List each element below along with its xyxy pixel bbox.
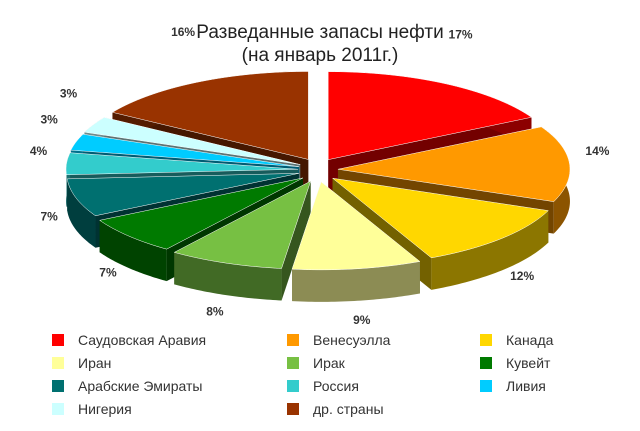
data-label: 9% — [353, 313, 371, 327]
legend-item: Венесуэлла — [287, 332, 390, 348]
legend-swatch — [52, 403, 64, 415]
data-label: 12% — [510, 269, 534, 283]
slice-top — [291, 181, 421, 271]
legend-item: Иран — [52, 355, 111, 371]
legend-label: Венесуэлла — [313, 332, 391, 348]
legend-label: Ливия — [506, 378, 546, 394]
legend-label: Иран — [78, 355, 112, 371]
slice-outer-wall — [431, 210, 549, 290]
legend-item: Кувейт — [480, 355, 550, 371]
legend-label: Кувейт — [506, 355, 551, 371]
pie-slice — [173, 180, 312, 301]
legend-label: Россия — [313, 378, 359, 394]
slice-top — [111, 71, 309, 160]
legend-label: Канада — [506, 332, 554, 348]
pie-slices — [65, 71, 571, 302]
legend-swatch — [287, 380, 299, 392]
slice-top — [173, 180, 312, 269]
legend-label: Саудовская Аравия — [78, 332, 207, 348]
legend-item: Нигерия — [52, 401, 132, 417]
legend-swatch — [52, 380, 64, 392]
legend-label: Нигерия — [78, 401, 132, 417]
legend-swatch — [287, 334, 299, 346]
data-label: 7% — [99, 266, 117, 280]
legend-item: Саудовская Аравия — [52, 332, 206, 348]
legend-label: Арабские Эмираты — [78, 378, 203, 394]
data-label: 8% — [206, 305, 224, 319]
legend-item: др. страны — [287, 401, 384, 417]
legend-swatch — [287, 403, 299, 415]
legend-item: Арабские Эмираты — [52, 378, 202, 394]
legend-swatch — [480, 334, 492, 346]
data-label: 4% — [30, 144, 48, 158]
slice-top — [327, 71, 533, 160]
data-label: 14% — [585, 144, 609, 158]
legend-label: др. страны — [313, 401, 384, 417]
slice-top — [99, 177, 304, 250]
legend-swatch — [480, 357, 492, 369]
slice-outer-wall — [67, 178, 96, 248]
legend-item: Канада — [480, 332, 553, 348]
slice-top — [70, 133, 299, 167]
slice-outer-wall — [174, 252, 282, 301]
legend-swatch — [52, 334, 64, 346]
legend-swatch — [52, 357, 64, 369]
legend-item: Россия — [287, 378, 359, 394]
slice-top — [331, 177, 549, 259]
data-label: 3% — [40, 112, 58, 126]
legend-label: Ирак — [313, 355, 345, 371]
legend-item: Ирак — [287, 355, 345, 371]
pie-slice — [291, 181, 421, 302]
data-label: 17% — [449, 27, 473, 41]
slice-outer-wall — [292, 261, 420, 302]
legend-swatch — [480, 380, 492, 392]
slice-top — [65, 152, 299, 176]
slice-outer-wall — [99, 220, 167, 282]
legend-swatch — [287, 357, 299, 369]
slice-top — [337, 126, 571, 202]
data-label: 7% — [40, 210, 58, 224]
legend-item: Ливия — [480, 378, 546, 394]
slice-top — [66, 173, 299, 217]
chart-subtitle: (на январь 2011г.) — [241, 45, 399, 66]
data-label: 16% — [171, 25, 195, 39]
slice-top — [83, 117, 301, 165]
chart-title: Разведанные запасы нефти — [196, 22, 444, 43]
data-label: 3% — [60, 87, 78, 101]
